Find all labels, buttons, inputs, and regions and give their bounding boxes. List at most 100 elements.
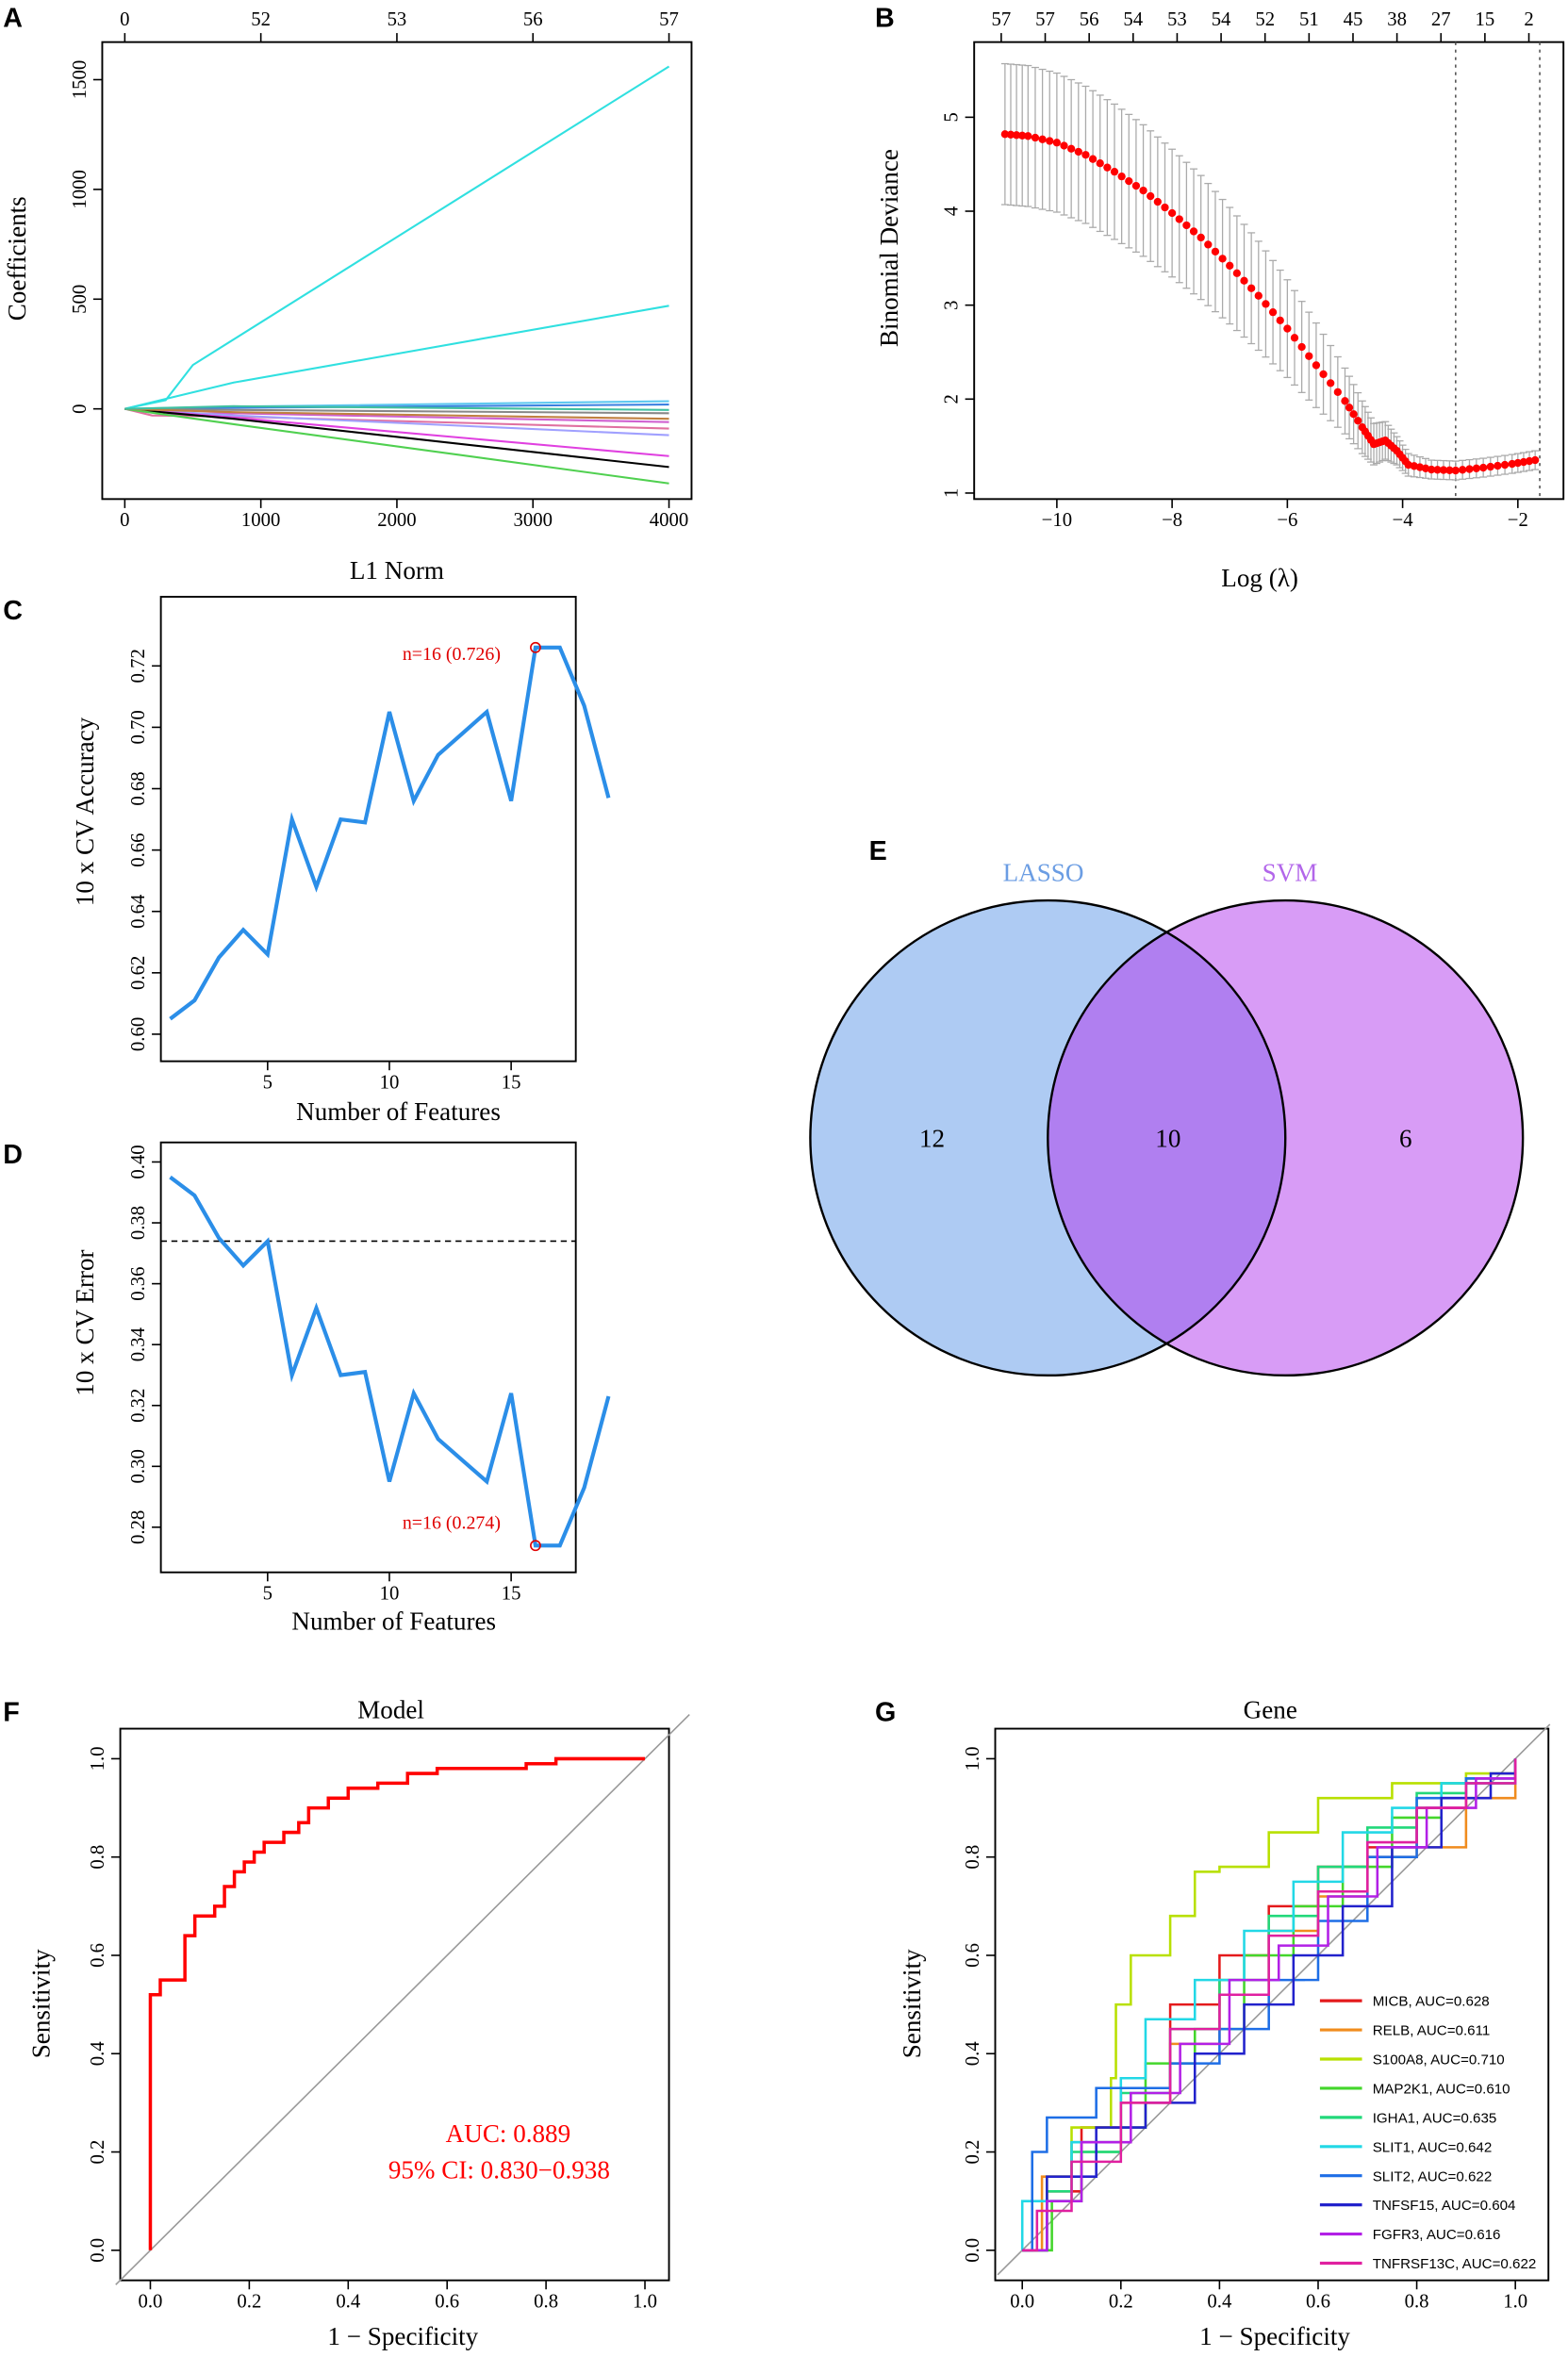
b-deviance-point [1428,465,1436,474]
b-deviance-point [1297,342,1306,352]
f-plot-frame [119,1727,670,2282]
b-top-tick-label: 38 [1387,9,1407,30]
c-ylabel: 10 x CV Accuracy [71,717,99,906]
b-deviance-point [1433,466,1442,474]
c-accuracy-line [169,645,611,1021]
b-deviance-point [1110,168,1119,176]
b-deviance-point [1333,387,1342,396]
g-y-tick-label: 1.0 [963,1746,983,1771]
b-x-tick-label: −4 [1393,510,1414,531]
g-roc-curve [1022,1758,1517,2252]
panel-label-g: G [875,1698,896,1728]
g-y-tick-label: 0.2 [963,2140,983,2165]
f-x-tick-label: 1.0 [633,2291,657,2312]
panel-label-d: D [3,1140,23,1170]
g-y-tick-label: 0.8 [963,1845,983,1870]
a-coefficient-path [124,407,669,420]
b-top-tick-label: 2 [1524,9,1533,30]
d-y-tick-label: 0.30 [128,1449,149,1483]
g-legend-item: S100A8, AUC=0.710 [1373,2052,1505,2069]
b-deviance-point [1096,159,1104,168]
c-x-tick-label: 10 [380,1072,400,1093]
a-x-tick-label: 2000 [377,510,416,531]
d-x-tick-label: 5 [263,1583,272,1604]
a-top-tick-label: 0 [120,9,129,30]
b-x-tick-label: −8 [1162,510,1182,531]
g-y-tick-label: 0.6 [963,1943,983,1968]
g-legend-item: IGHA1, AUC=0.635 [1373,2110,1497,2126]
b-deviance-point [1006,130,1015,139]
g-roc-curve [1022,1758,1517,2252]
g-legend-item: MAP2K1, AUC=0.610 [1373,2082,1510,2098]
g-legend-item: SLIT1, AUC=0.642 [1373,2139,1493,2155]
g-y-tick-label: 0.0 [963,2238,983,2263]
f-y-tick-label: 0.2 [88,2140,108,2165]
f-ci-text: 95% CI: 0.830−0.938 [388,2155,610,2184]
c-y-tick-label: 0.60 [128,1017,149,1051]
c-y-tick-label: 0.64 [128,894,149,929]
a-xlabel: L1 Norm [350,556,444,585]
b-y-tick-label: 1 [942,488,963,498]
b-deviance-point [1175,215,1183,223]
b-deviance-point [1024,132,1032,140]
f-x-tick-label: 0.0 [139,2291,163,2312]
f-y-tick-label: 0.4 [88,2041,108,2067]
g-x-tick-label: 0.0 [1010,2291,1034,2312]
b-deviance-point [1139,186,1147,195]
a-plot-frame [101,41,693,501]
b-deviance-point [1262,300,1270,308]
g-x-tick-label: 0.8 [1405,2291,1429,2312]
a-coefficient-path [124,407,669,485]
b-deviance-point [1240,276,1248,285]
g-legend-box [1304,1981,1546,2247]
b-deviance-point [1465,465,1474,473]
d-plot-frame [159,1141,577,1574]
b-deviance-point [1182,221,1191,230]
venn-label-lasso: LASSO [1003,858,1084,886]
g-y-tick-label: 0.4 [963,2041,983,2067]
a-x-tick-label: 0 [120,510,129,531]
g-x-tick-label: 1.0 [1503,2291,1527,2312]
c-y-tick-label: 0.68 [128,771,149,805]
g-x-tick-label: 0.6 [1306,2291,1330,2312]
a-y-tick-label: 1000 [70,170,91,208]
d-annotation: n=16 (0.274) [403,1512,501,1533]
b-deviance-point [1341,397,1349,405]
b-deviance-point [1290,334,1299,342]
d-y-tick-label: 0.36 [128,1266,149,1300]
b-deviance-point [1218,255,1227,263]
b-deviance-point [1012,131,1021,140]
b-deviance-point [1472,464,1480,472]
g-ylabel: Sensitivity [898,1949,926,2058]
b-deviance-point [1439,466,1448,474]
venn-count-lasso-only: 12 [919,1125,945,1153]
a-top-tick-label: 53 [388,9,407,30]
b-deviance-point [1204,240,1213,249]
g-legend-item: RELB, AUC=0.611 [1373,2023,1491,2039]
b-deviance-point [1486,462,1494,471]
b-top-tick-label: 57 [1035,9,1055,30]
f-title: Model [357,1695,424,1723]
f-y-tick-label: 0.8 [88,1845,108,1870]
b-deviance-point [1345,404,1354,412]
b-top-tick-label: 53 [1167,9,1187,30]
d-x-tick-label: 15 [502,1583,521,1604]
venn-outline-lasso [809,898,1287,1377]
b-deviance-point [1046,137,1054,145]
b-deviance-point [1018,131,1027,140]
c-x-tick-label: 15 [502,1072,521,1093]
d-xlabel: Number of Features [291,1607,496,1635]
panel-label-b: B [875,4,895,34]
b-deviance-point [1508,459,1516,469]
c-xlabel: Number of Features [296,1097,501,1126]
b-top-tick-label: 27 [1431,9,1451,30]
a-x-tick-label: 1000 [241,510,280,531]
b-top-tick-label: 57 [992,9,1012,30]
b-deviance-point [1211,247,1220,256]
b-deviance-point [1451,466,1460,475]
venn-count-svm-only: 6 [1399,1125,1412,1153]
b-deviance-point [1131,181,1141,190]
b-deviance-point [1319,370,1328,379]
d-best-point [530,1540,541,1552]
b-y-tick-label: 5 [942,112,963,122]
